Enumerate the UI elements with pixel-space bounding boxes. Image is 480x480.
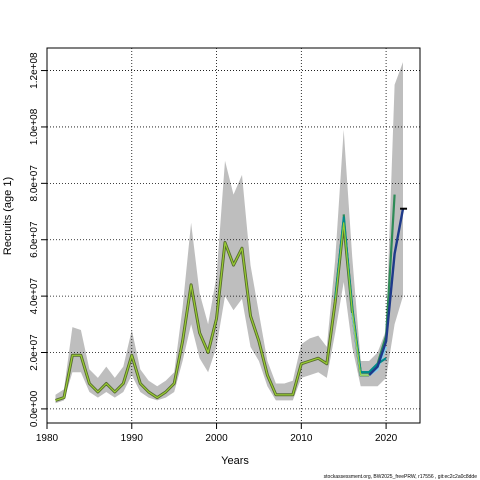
y-axis: 0.0e+00 2.0e+07 4.0e+07 6.0e+07 8.0e+07 1.0e+…: [29, 52, 47, 427]
x-tick-label: 1990: [121, 433, 144, 444]
series-line-retro: [368, 208, 405, 376]
series-line-main-highlight: [55, 222, 370, 401]
y-tick-label: 6.0e+07: [29, 221, 40, 258]
x-tick-label: 1980: [36, 433, 59, 444]
y-tick-label: 0.0e+00: [29, 390, 40, 427]
y-tick-label: 2.0e+07: [29, 334, 40, 371]
y-tick-label: 8.0e+07: [29, 165, 40, 202]
y-tick-label: 4.0e+07: [29, 277, 40, 314]
x-axis-title: Years: [221, 455, 249, 467]
x-tick-label: 2000: [205, 433, 228, 444]
series-layer: [55, 194, 408, 402]
x-tick-label: 2020: [375, 433, 398, 444]
y-tick-label: 1.0e+08: [29, 108, 40, 145]
y-axis-title: Recruits (age 1): [2, 177, 14, 255]
y-tick-label: 1.2e+08: [29, 52, 40, 89]
plot-frame: [46, 47, 421, 424]
x-tick-label: 2010: [290, 433, 313, 444]
confidence-band: [55, 62, 403, 404]
source-footnote: stockassessment.org, BW2025_freePRW, r17…: [324, 474, 478, 480]
confidence-band-layer: [55, 62, 403, 404]
x-axis: 1980 1990 2000 2010 2020: [36, 423, 398, 444]
